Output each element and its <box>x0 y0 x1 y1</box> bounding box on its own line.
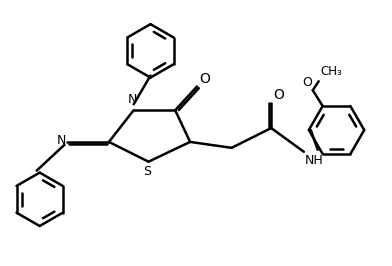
Text: NH: NH <box>305 154 324 167</box>
Text: N: N <box>128 93 137 106</box>
Text: CH₃: CH₃ <box>321 65 343 78</box>
Text: O: O <box>199 72 210 85</box>
Text: O: O <box>302 76 312 89</box>
Text: S: S <box>143 165 152 178</box>
Text: N: N <box>57 134 66 147</box>
Text: O: O <box>273 88 284 102</box>
